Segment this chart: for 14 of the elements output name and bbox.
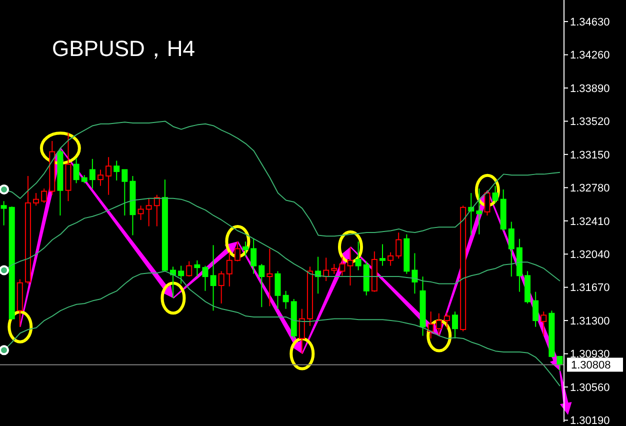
y-tick-label: 1.30560 [570,382,610,394]
y-tick-label: 1.30190 [570,415,610,426]
y-tick-label: 1.31670 [570,282,610,294]
y-tick-label: 1.32410 [570,216,610,228]
y-tick-label: 1.34260 [570,50,610,62]
y-tick-label: 1.31300 [570,315,610,328]
y-tick-label: 1.32780 [570,182,610,195]
ref-line-label: 1.30808 [571,360,611,372]
y-tick-label: 1.33520 [570,116,610,128]
y-tick-label: 1.32040 [570,249,610,262]
y-tick-label: 1.33890 [570,82,610,95]
y-tick-label: 1.33150 [570,149,610,162]
text: GBPUSD，H4 [52,35,196,63]
y-tick-label: 1.34630 [570,16,610,28]
